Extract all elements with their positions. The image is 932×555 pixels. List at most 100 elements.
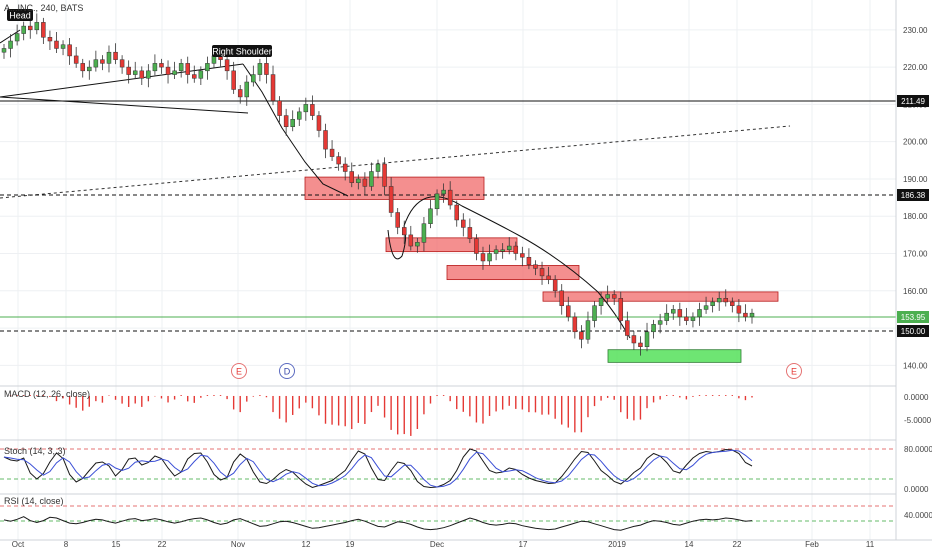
- candle-body: [618, 298, 624, 321]
- candle-body: [493, 249, 499, 254]
- candle-body: [270, 74, 276, 101]
- candle-body: [585, 320, 591, 340]
- earnings-marker-2-text: E: [791, 367, 797, 377]
- candle-body: [533, 264, 538, 269]
- candle-body: [474, 238, 479, 254]
- candle-body: [447, 189, 453, 206]
- neckline: [0, 96, 249, 114]
- candle-body: [67, 44, 72, 57]
- candle-body: [369, 171, 374, 187]
- candle-body: [152, 63, 158, 72]
- candle-body: [605, 294, 610, 299]
- rsi-line: [3, 516, 753, 531]
- candle-body: [749, 312, 755, 318]
- candle-body: [644, 331, 650, 347]
- candle-body: [54, 40, 59, 49]
- candle-body: [93, 59, 99, 68]
- price-tick-label: 220.00: [903, 63, 928, 72]
- candle-body: [684, 316, 689, 321]
- candle-body: [454, 204, 459, 221]
- candle-body: [132, 70, 138, 75]
- time-tick-label: 14: [685, 540, 694, 549]
- candle-body: [290, 119, 295, 128]
- price-tick-label: 230.00: [903, 26, 928, 35]
- earnings-marker-1[interactable]: E: [231, 363, 247, 379]
- dividend-marker[interactable]: D: [279, 363, 295, 379]
- candle-body: [500, 249, 505, 252]
- grid: [0, 0, 896, 540]
- supply-zone: [542, 291, 779, 302]
- candle-body: [434, 193, 440, 210]
- candle-body: [579, 331, 584, 340]
- stoch-tick-0: 80.0000: [904, 445, 932, 454]
- candle-body: [592, 305, 597, 321]
- supply-zone: [385, 237, 518, 253]
- price-label-last-text: 153.95: [901, 313, 926, 322]
- candle-body: [690, 316, 696, 321]
- price-label-186: 186.38: [897, 189, 929, 201]
- candle-body: [310, 104, 315, 116]
- dividend-marker-text: D: [284, 367, 291, 377]
- candle-body: [625, 320, 630, 336]
- time-tick-label: Oct: [12, 540, 25, 549]
- price-label-211-text: 211.49: [901, 97, 925, 106]
- candle-body: [41, 22, 46, 38]
- candle-body: [395, 212, 400, 228]
- supply-zone: [446, 265, 580, 281]
- candle-body: [237, 89, 243, 98]
- candle-body: [73, 55, 79, 64]
- candle-body: [316, 115, 322, 131]
- candle-body: [192, 74, 197, 79]
- candle-body: [60, 44, 66, 49]
- price-tick-label: 160.00: [903, 287, 928, 296]
- time-tick-label: 2019: [608, 540, 626, 549]
- candle-body: [480, 253, 486, 262]
- head-left-line: [0, 29, 21, 44]
- candle-body: [566, 305, 571, 318]
- candle-body: [552, 279, 558, 292]
- candle-body: [283, 115, 289, 128]
- shoulder-trendline: [0, 63, 244, 98]
- time-axis-ticks: Oct 8 15 22 Nov 12 19 Dec 17 2019 14 22 Feb 11: [12, 540, 875, 549]
- candle-body: [513, 245, 519, 254]
- candle-body: [106, 51, 112, 64]
- candle-body: [277, 100, 282, 116]
- time-tick-label: 15: [112, 540, 121, 549]
- candle-body: [388, 186, 394, 213]
- candle-body: [677, 309, 683, 318]
- candle-body: [703, 305, 709, 310]
- candle-body: [80, 63, 85, 72]
- candle-body: [408, 234, 414, 247]
- candle-body: [34, 22, 40, 31]
- decline-curve: [242, 63, 349, 197]
- price-label-last: 153.95: [897, 311, 929, 323]
- candle-body: [664, 312, 669, 321]
- rsi-tick-0: 40.0000: [904, 511, 932, 520]
- candle-body: [651, 324, 656, 333]
- candle-body: [264, 63, 269, 75]
- candle-body: [100, 59, 105, 64]
- candle-body: [382, 163, 387, 187]
- stoch-k-line: [3, 448, 753, 489]
- price-tick-label: 200.00: [903, 138, 928, 147]
- candle-body: [159, 63, 164, 68]
- candle-body: [178, 63, 184, 72]
- candle-body: [526, 256, 532, 265]
- candle-body: [257, 63, 263, 75]
- earnings-marker-2[interactable]: E: [786, 363, 802, 379]
- candle-body: [611, 294, 617, 299]
- candle-body: [743, 312, 748, 318]
- candle-body: [244, 81, 250, 98]
- candle-body: [539, 268, 545, 277]
- head-label-text: Head: [9, 11, 31, 21]
- candle-body: [297, 111, 302, 120]
- candle-body: [198, 70, 204, 79]
- time-tick-label: Nov: [231, 540, 245, 549]
- time-tick-label: Dec: [430, 540, 444, 549]
- candle-body: [336, 156, 341, 165]
- candle-body: [441, 189, 446, 195]
- candle-body: [598, 298, 604, 306]
- candle-body: [716, 298, 722, 303]
- candle-body: [329, 148, 335, 157]
